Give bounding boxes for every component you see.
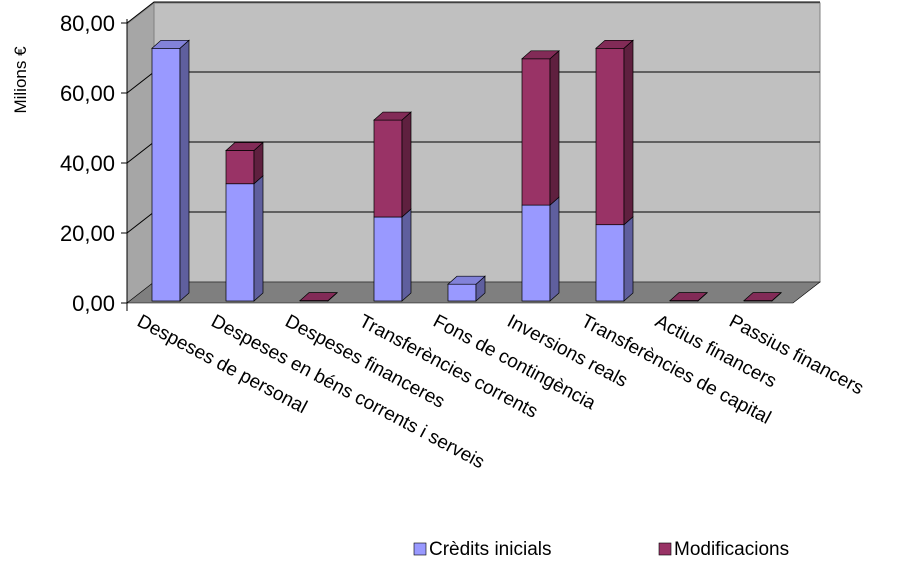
bar-front [374,217,402,301]
bar-segment [226,176,263,301]
bar-front [522,205,550,301]
legend-label-modifications: Modificacions [674,539,789,560]
legend-swatch-modifications [659,543,671,555]
bar-side [402,112,411,217]
y-tick-label: 60,00 [60,81,115,106]
bar-segment [374,209,411,301]
legend: Crèdits inicials Modificacions [414,539,789,560]
bar-segment [596,40,633,224]
bar-segment [152,40,189,301]
bar-side [624,40,633,224]
legend-label-credits: Crèdits inicials [429,539,551,560]
bar-front [226,151,254,184]
bar-front [596,225,624,301]
bar-segment [596,217,633,301]
category-label: Passius financers [726,311,867,399]
bar-segment [522,197,559,301]
bar-front [374,120,402,217]
bar-front [226,184,254,301]
bar-side [254,176,263,301]
bar-front [448,284,476,301]
y-axis: 0,00 20,00 40,00 60,00 80,00 [60,11,127,316]
bar-side [402,209,411,301]
y-tick-label: 20,00 [60,221,115,246]
y-tick-label: 80,00 [60,11,115,36]
bar-segment [522,51,559,205]
y-tick-label: 0,00 [72,291,115,316]
bar-side [624,217,633,301]
bar-front [596,48,624,224]
y-tick-label: 40,00 [60,151,115,176]
bar-front [152,48,180,301]
bar-segment [374,112,411,217]
legend-swatch-credits [414,543,426,555]
bar-side [550,197,559,301]
bar-front [522,59,550,205]
bar-side [550,51,559,205]
y-axis-label: Milions € [11,46,30,114]
bar-side [180,40,189,301]
